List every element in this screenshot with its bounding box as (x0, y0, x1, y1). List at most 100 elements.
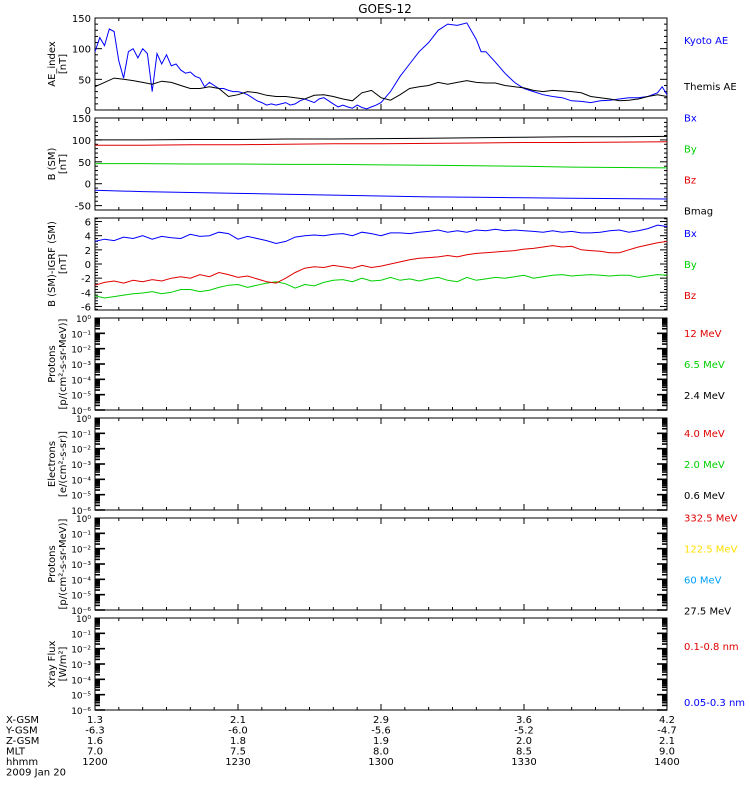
y-tick-label: 10⁻⁵ (71, 592, 91, 602)
y-axis-label: [nT] (58, 54, 69, 74)
x-row-value: -6.3 (85, 726, 105, 737)
y-tick-label: 10⁻⁶ (71, 707, 91, 717)
y-tick-label: 10⁰ (76, 615, 91, 625)
y-tick-label: 4 (85, 232, 91, 243)
legend-label: Bz (684, 291, 696, 302)
y-tick-label: 0 (85, 106, 91, 117)
legend-label: 4.0 MeV (684, 429, 725, 440)
x-axis-group: X-GSM 1.3 2.1 2.9 3.6 4.2 Y-GSM -6.3 -6.0 -5.6 -5.… (5, 715, 680, 779)
legend-label: 60 MeV (684, 576, 722, 587)
y-tick-label: 10⁻⁴ (71, 576, 91, 586)
y-tick-label: 10⁰ (76, 415, 91, 425)
legend-label: By (684, 145, 697, 156)
date-label: 2009 Jan 20 (6, 768, 66, 779)
x-row-value: 2.0 (516, 736, 532, 747)
y-tick-label: 10⁻⁴ (71, 676, 91, 686)
x-row-value: -6.0 (228, 726, 248, 737)
y-tick-label: 10⁻² (71, 546, 91, 556)
panel-7: 10⁰ 10⁻¹ 10⁻² 10⁻³ 10⁻⁴ 10⁻⁵ 10⁻⁶ Xray Flux [W/m… (47, 615, 745, 717)
legend-label: 0.6 MeV (684, 491, 725, 502)
legend-label: Bx (684, 229, 697, 240)
x-row-value: -5.2 (514, 726, 534, 737)
legend-label: Bx (684, 114, 697, 125)
y-axis-label: [nT] (58, 254, 69, 274)
x-row-value: 2.1 (230, 715, 246, 726)
y-tick-label: 10⁻³ (71, 361, 91, 371)
x-row-label: Z-GSM (6, 736, 39, 747)
x-row-value: 1230 (225, 757, 250, 768)
y-axis-label: Protons (47, 345, 58, 382)
y-tick-label: 10⁻⁶ (71, 407, 91, 417)
legend-label: 0.05-0.3 nm (684, 698, 745, 709)
x-row-value: 2.9 (373, 715, 389, 726)
y-tick-label: 50 (78, 158, 91, 169)
y-tick-label: 150 (72, 114, 91, 125)
legend-label: Bz (684, 176, 696, 187)
y-axis-label: Protons (47, 545, 58, 582)
legend-label: 12 MeV (684, 329, 722, 340)
panel-6: 10⁰ 10⁻¹ 10⁻² 10⁻³ 10⁻⁴ 10⁻⁵ 10⁻⁶ Protons [p/(cm… (47, 514, 738, 618)
panel-frame (94, 217, 668, 311)
x-row-value: 1.3 (87, 715, 103, 726)
legend-label: 0.1-0.8 nm (684, 642, 739, 653)
y-tick-label: 10⁻⁵ (71, 492, 91, 502)
series-line-bx (94, 189, 668, 200)
y-tick-label: -50 (75, 202, 91, 213)
panel-frame (94, 517, 668, 611)
y-axis-label: [e/(cm²-s-sr)] (58, 431, 69, 497)
x-row-value: -4.7 (657, 726, 677, 737)
x-row-label: MLT (6, 747, 26, 758)
series-line-bz (95, 141, 668, 146)
series-line-by (95, 163, 668, 169)
y-axis-label: Xray Flux (47, 640, 58, 687)
y-axis-label: [nT] (58, 154, 69, 174)
y-axis-label: [W/m²] (58, 646, 69, 681)
y-tick-label: 10⁻⁴ (71, 476, 91, 486)
y-tick-label: 2 (85, 246, 91, 257)
y-tick-label: 6 (85, 218, 91, 229)
legend-label: Themis AE (683, 82, 737, 93)
x-row-value: 9.0 (659, 747, 675, 758)
legend-label: 122.5 MeV (684, 545, 738, 556)
y-tick-label: 10⁻³ (71, 661, 91, 671)
panel-3: -6 -4 -2 0 2 4 6 B (SM)-IGRF (SM) [nT] Bx By Bz (47, 217, 697, 313)
legend-label: Bmag (684, 207, 713, 218)
y-tick-label: 10⁻² (71, 446, 91, 456)
y-tick-label: 10⁻¹ (71, 530, 91, 540)
y-tick-label: 10⁰ (76, 515, 91, 525)
x-row-value: 1330 (511, 757, 536, 768)
legend-label: 2.0 MeV (684, 460, 725, 471)
y-axis-label: Electrons (47, 441, 58, 487)
panel-frame (94, 617, 668, 711)
x-row-value: 7.5 (230, 747, 246, 758)
y-tick-label: 10⁻⁶ (71, 507, 91, 517)
series-line-bx (94, 224, 668, 245)
y-tick-label: 10⁻³ (71, 461, 91, 471)
legend-label: 6.5 MeV (684, 360, 725, 371)
legend-label: Kyoto AE (684, 36, 728, 47)
y-tick-label: -2 (81, 274, 91, 285)
legend-label: 2.4 MeV (684, 391, 725, 402)
series-line-kyoto-ae (94, 22, 668, 110)
y-tick-label: 100 (72, 45, 91, 56)
x-row-value: 1200 (82, 757, 107, 768)
series-line-by (94, 274, 668, 299)
x-row-value: 1.8 (230, 736, 246, 747)
x-row-value: 1400 (654, 757, 679, 768)
x-row-value: 2.1 (659, 736, 675, 747)
y-axis-label: AE_index (47, 41, 58, 87)
series-line-bz (94, 240, 668, 286)
y-tick-label: 10⁻⁴ (71, 376, 91, 386)
panel-frame (94, 417, 668, 511)
legend-label: 332.5 MeV (684, 514, 738, 525)
y-tick-label: 10⁻³ (71, 561, 91, 571)
x-row-value: 3.6 (516, 715, 532, 726)
y-tick-label: 10⁻¹ (71, 330, 91, 340)
panel-frame (94, 17, 668, 111)
y-tick-label: -6 (81, 302, 91, 313)
legend-label: By (684, 260, 697, 271)
y-tick-label: 50 (78, 75, 91, 86)
chart-title: GOES-12 (358, 2, 412, 16)
